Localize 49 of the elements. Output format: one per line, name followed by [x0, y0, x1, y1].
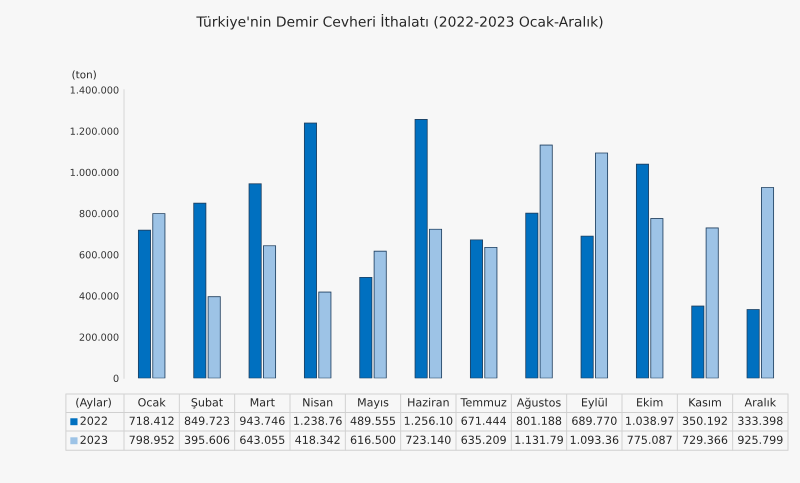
data-label: 718.412: [130, 416, 174, 425]
y-tick-label: 1.400.000: [70, 86, 118, 94]
x-axis-title: (Aylar): [76, 398, 111, 409]
data-label: 635.209: [461, 436, 506, 444]
data-label: 1.238.76: [294, 416, 342, 425]
x-tick-label: Ağustos: [516, 398, 561, 409]
data-label: 1.093.36: [570, 436, 618, 444]
data-label: 350.192: [682, 416, 727, 425]
data-label: 729.366: [682, 436, 728, 444]
data-label: 943.746: [240, 416, 285, 425]
data-label: 418.342: [295, 436, 340, 444]
x-tick-label: Mayıs: [358, 398, 388, 409]
data-label: 925.799: [738, 436, 783, 444]
y-tick-label: 600.000: [80, 251, 118, 258]
data-label: 849.723: [184, 416, 230, 425]
data-label: 775.087: [628, 436, 672, 444]
data-label: 489.555: [350, 416, 396, 425]
y-tick-label: 1.200.000: [70, 128, 118, 135]
data-label: 643.055: [240, 436, 284, 444]
x-tick-label: Temmuz: [460, 398, 506, 406]
data-label: 1.256.10: [404, 416, 452, 425]
y-tick-label: 400.000: [79, 292, 118, 300]
x-tick-label: Ekim: [637, 398, 662, 406]
data-label: 801.188: [516, 416, 562, 425]
x-tick-label: Eylül: [582, 398, 607, 409]
y-tick-label: 800.000: [80, 210, 118, 218]
x-tick-label: Aralık: [744, 398, 776, 406]
data-label: 671.444: [461, 416, 506, 425]
data-label: 1.131.79: [515, 436, 563, 444]
x-tick-label: Ocak: [138, 398, 166, 406]
y-tick-label: 1.000.000: [70, 168, 118, 176]
x-tick-label: Haziran: [408, 398, 449, 406]
data-label: 1.038.97: [626, 416, 674, 425]
data-label: 333.398: [738, 416, 783, 425]
data-label: 616.500: [350, 436, 396, 444]
x-tick-label: Nisan: [303, 398, 332, 406]
chart-title: Türkiye'nin Demir Cevheri İthalatı (2022-2023 Ocak-Aralık): [196, 14, 602, 30]
data-label: 798.952: [130, 436, 174, 444]
legend-label: 2022: [80, 416, 107, 425]
data-label: 689.770: [572, 416, 617, 425]
x-tick-label: Kasım: [689, 398, 721, 406]
legend-label: 2023: [80, 436, 108, 444]
x-tick-label: Mart: [250, 398, 275, 406]
data-label: 395.606: [184, 436, 230, 444]
y-tick-label: 0: [114, 374, 118, 382]
y-axis-title: (ton): [72, 70, 96, 80]
y-tick-label: 200.000: [80, 333, 118, 341]
x-tick-label: Şubat: [192, 398, 223, 408]
data-label: 723.140: [406, 436, 451, 444]
